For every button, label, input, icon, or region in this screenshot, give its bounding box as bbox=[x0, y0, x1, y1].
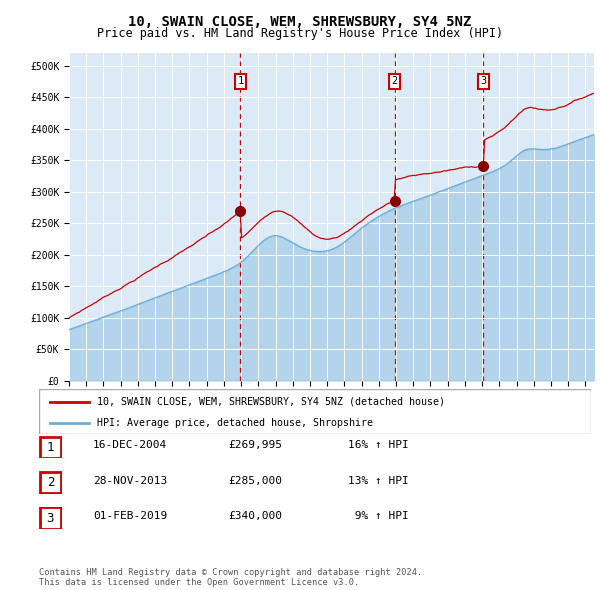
FancyBboxPatch shape bbox=[40, 437, 61, 458]
Text: 10, SWAIN CLOSE, WEM, SHREWSBURY, SY4 5NZ: 10, SWAIN CLOSE, WEM, SHREWSBURY, SY4 5N… bbox=[128, 15, 472, 29]
Text: 10, SWAIN CLOSE, WEM, SHREWSBURY, SY4 5NZ (detached house): 10, SWAIN CLOSE, WEM, SHREWSBURY, SY4 5N… bbox=[97, 397, 445, 407]
Text: £285,000: £285,000 bbox=[228, 476, 282, 486]
Text: 28-NOV-2013: 28-NOV-2013 bbox=[93, 476, 167, 486]
Text: 2: 2 bbox=[47, 476, 54, 489]
FancyBboxPatch shape bbox=[40, 472, 61, 493]
Text: Price paid vs. HM Land Registry's House Price Index (HPI): Price paid vs. HM Land Registry's House … bbox=[97, 27, 503, 40]
Text: 01-FEB-2019: 01-FEB-2019 bbox=[93, 512, 167, 521]
Text: Contains HM Land Registry data © Crown copyright and database right 2024.
This d: Contains HM Land Registry data © Crown c… bbox=[39, 568, 422, 587]
Text: 1: 1 bbox=[47, 441, 54, 454]
Text: £340,000: £340,000 bbox=[228, 512, 282, 521]
Text: 2: 2 bbox=[391, 77, 398, 87]
Text: 1: 1 bbox=[238, 77, 244, 87]
Text: 16% ↑ HPI: 16% ↑ HPI bbox=[348, 441, 409, 450]
Text: £269,995: £269,995 bbox=[228, 441, 282, 450]
Text: 3: 3 bbox=[481, 77, 487, 87]
Text: HPI: Average price, detached house, Shropshire: HPI: Average price, detached house, Shro… bbox=[97, 418, 373, 428]
Text: 3: 3 bbox=[47, 512, 54, 525]
Text: 9% ↑ HPI: 9% ↑ HPI bbox=[348, 512, 409, 521]
Text: 16-DEC-2004: 16-DEC-2004 bbox=[93, 441, 167, 450]
FancyBboxPatch shape bbox=[39, 389, 591, 434]
FancyBboxPatch shape bbox=[40, 507, 61, 529]
Text: 13% ↑ HPI: 13% ↑ HPI bbox=[348, 476, 409, 486]
